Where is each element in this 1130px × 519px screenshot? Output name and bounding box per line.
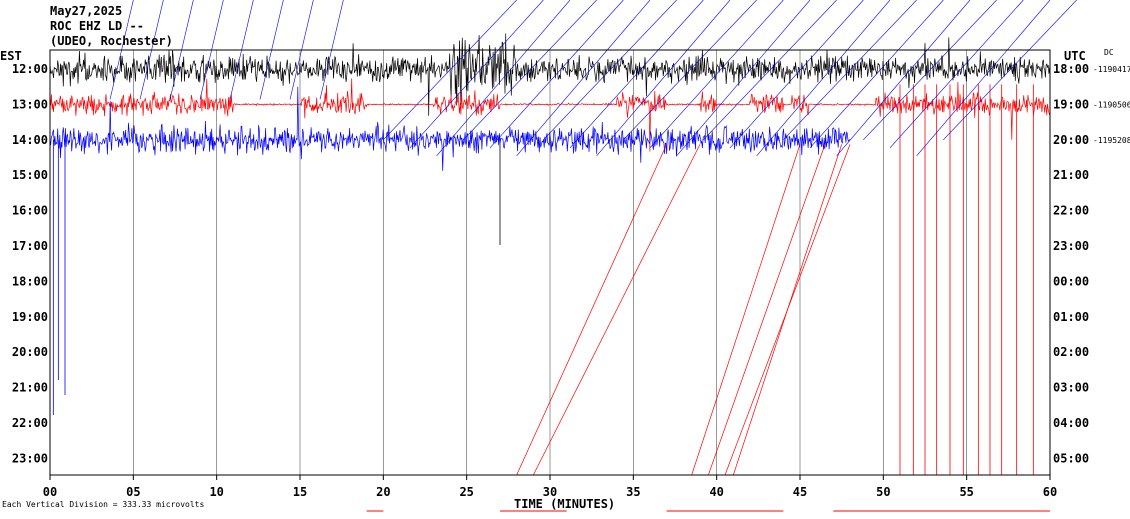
blue-diagonal-1 xyxy=(409,0,544,149)
plot-frame xyxy=(49,49,1051,476)
blue-diagonal-8 xyxy=(596,0,731,156)
est-tick-12:00: 12:00 xyxy=(12,62,48,76)
blue-diagonal-19 xyxy=(889,0,1024,149)
est-tick-17:00: 17:00 xyxy=(12,239,48,253)
est-tick-22:00: 22:00 xyxy=(12,416,48,430)
blue-diagonal-7 xyxy=(569,0,704,149)
est-tick-19:00: 19:00 xyxy=(12,310,48,324)
date-label: May27,2025 xyxy=(50,4,123,18)
red-diagonal-4 xyxy=(733,144,842,476)
x-axis-title: TIME (MINUTES) xyxy=(514,497,616,511)
x-tick-label-25: 25 xyxy=(459,485,473,499)
network-label: (UDEO, Rochester) xyxy=(50,34,173,48)
dc-offset-1: -1190506 xyxy=(1093,100,1130,109)
red-diagonal-3 xyxy=(708,144,826,476)
utc-tick-23:00: 23:00 xyxy=(1053,239,1089,253)
x-tick-label-05: 05 xyxy=(126,485,140,499)
blue-diagonal-10 xyxy=(649,0,784,149)
est-axis-title: EST xyxy=(0,49,22,63)
tick-labels: 00 05 10 15 20 25 30 35 40 45 50 55 60 12:00 18:00 13:0… xyxy=(12,62,1130,499)
red-diagonal-0 xyxy=(516,144,667,476)
x-tick-label-15: 15 xyxy=(293,485,307,499)
blue-diagonal-9 xyxy=(623,0,757,141)
blue-diagonal-0 xyxy=(383,0,517,141)
trace-12:00 xyxy=(49,33,1050,116)
x-tick-label-50: 50 xyxy=(876,485,890,499)
utc-axis-title: UTC xyxy=(1064,49,1086,63)
est-tick-15:00: 15:00 xyxy=(12,168,48,182)
utc-tick-19:00: 19:00 xyxy=(1053,97,1089,111)
x-tick-label-20: 20 xyxy=(376,485,390,499)
blue-diagonal-20 xyxy=(916,0,1051,156)
x-tick-label-10: 10 xyxy=(209,485,223,499)
utc-tick-03:00: 03:00 xyxy=(1053,381,1089,395)
utc-tick-02:00: 02:00 xyxy=(1053,345,1089,359)
utc-tick-22:00: 22:00 xyxy=(1053,204,1089,218)
blue-diagonal-18 xyxy=(863,0,997,141)
blue-diagonal-21 xyxy=(943,0,1077,141)
dc-label: DC xyxy=(1104,48,1114,57)
x-tick-label-60: 60 xyxy=(1043,485,1057,499)
utc-tick-00:00: 00:00 xyxy=(1053,274,1089,288)
trace-13:00 xyxy=(49,78,1050,152)
red-diagonal-5 xyxy=(691,144,801,476)
station-label: ROC EHZ LD -- xyxy=(50,19,144,33)
seismic-traces xyxy=(49,0,1077,512)
blue-diagonal-12 xyxy=(703,0,837,141)
blue-diagonal-6 xyxy=(543,0,677,141)
blue-diagonal-11 xyxy=(676,0,811,156)
est-tick-18:00: 18:00 xyxy=(12,274,48,288)
utc-tick-04:00: 04:00 xyxy=(1053,416,1089,430)
est-tick-20:00: 20:00 xyxy=(12,345,48,359)
x-tick-label-45: 45 xyxy=(793,485,807,499)
est-tick-13:00: 13:00 xyxy=(12,97,48,111)
blue-diagonal-13 xyxy=(729,0,864,149)
trace-14:00 xyxy=(49,86,850,171)
utc-tick-20:00: 20:00 xyxy=(1053,133,1089,147)
utc-tick-21:00: 21:00 xyxy=(1053,168,1089,182)
x-tick-label-40: 40 xyxy=(709,485,723,499)
blue-diagonal-15 xyxy=(783,0,917,141)
red-diagonal-1 xyxy=(533,144,701,476)
blue-diagonal-17 xyxy=(836,0,971,156)
x-tick-label-35: 35 xyxy=(626,485,640,499)
x-tick-label-30: 30 xyxy=(543,485,557,499)
blue-diagonal-16 xyxy=(809,0,944,149)
utc-tick-05:00: 05:00 xyxy=(1053,451,1089,465)
blue-diagonal-5 xyxy=(516,0,651,156)
scale-footnote: Each Vertical Division = 333.33 microvol… xyxy=(2,500,205,509)
est-tick-16:00: 16:00 xyxy=(12,204,48,218)
utc-tick-01:00: 01:00 xyxy=(1053,310,1089,324)
dc-offset-2: -1195208 xyxy=(1093,136,1130,145)
blue-diagonal-2 xyxy=(436,0,571,156)
dc-offset-0: -1190417 xyxy=(1093,65,1130,74)
x-tick-label-55: 55 xyxy=(959,485,973,499)
blue-diagonal-14 xyxy=(756,0,891,156)
est-tick-21:00: 21:00 xyxy=(12,381,48,395)
x-tick-label-00: 00 xyxy=(43,485,57,499)
blue-diagonal-4 xyxy=(489,0,624,149)
utc-tick-18:00: 18:00 xyxy=(1053,62,1089,76)
est-tick-23:00: 23:00 xyxy=(12,451,48,465)
minute-gridlines xyxy=(49,50,1051,480)
blue-diagonal-3 xyxy=(463,0,597,141)
est-tick-14:00: 14:00 xyxy=(12,133,48,147)
